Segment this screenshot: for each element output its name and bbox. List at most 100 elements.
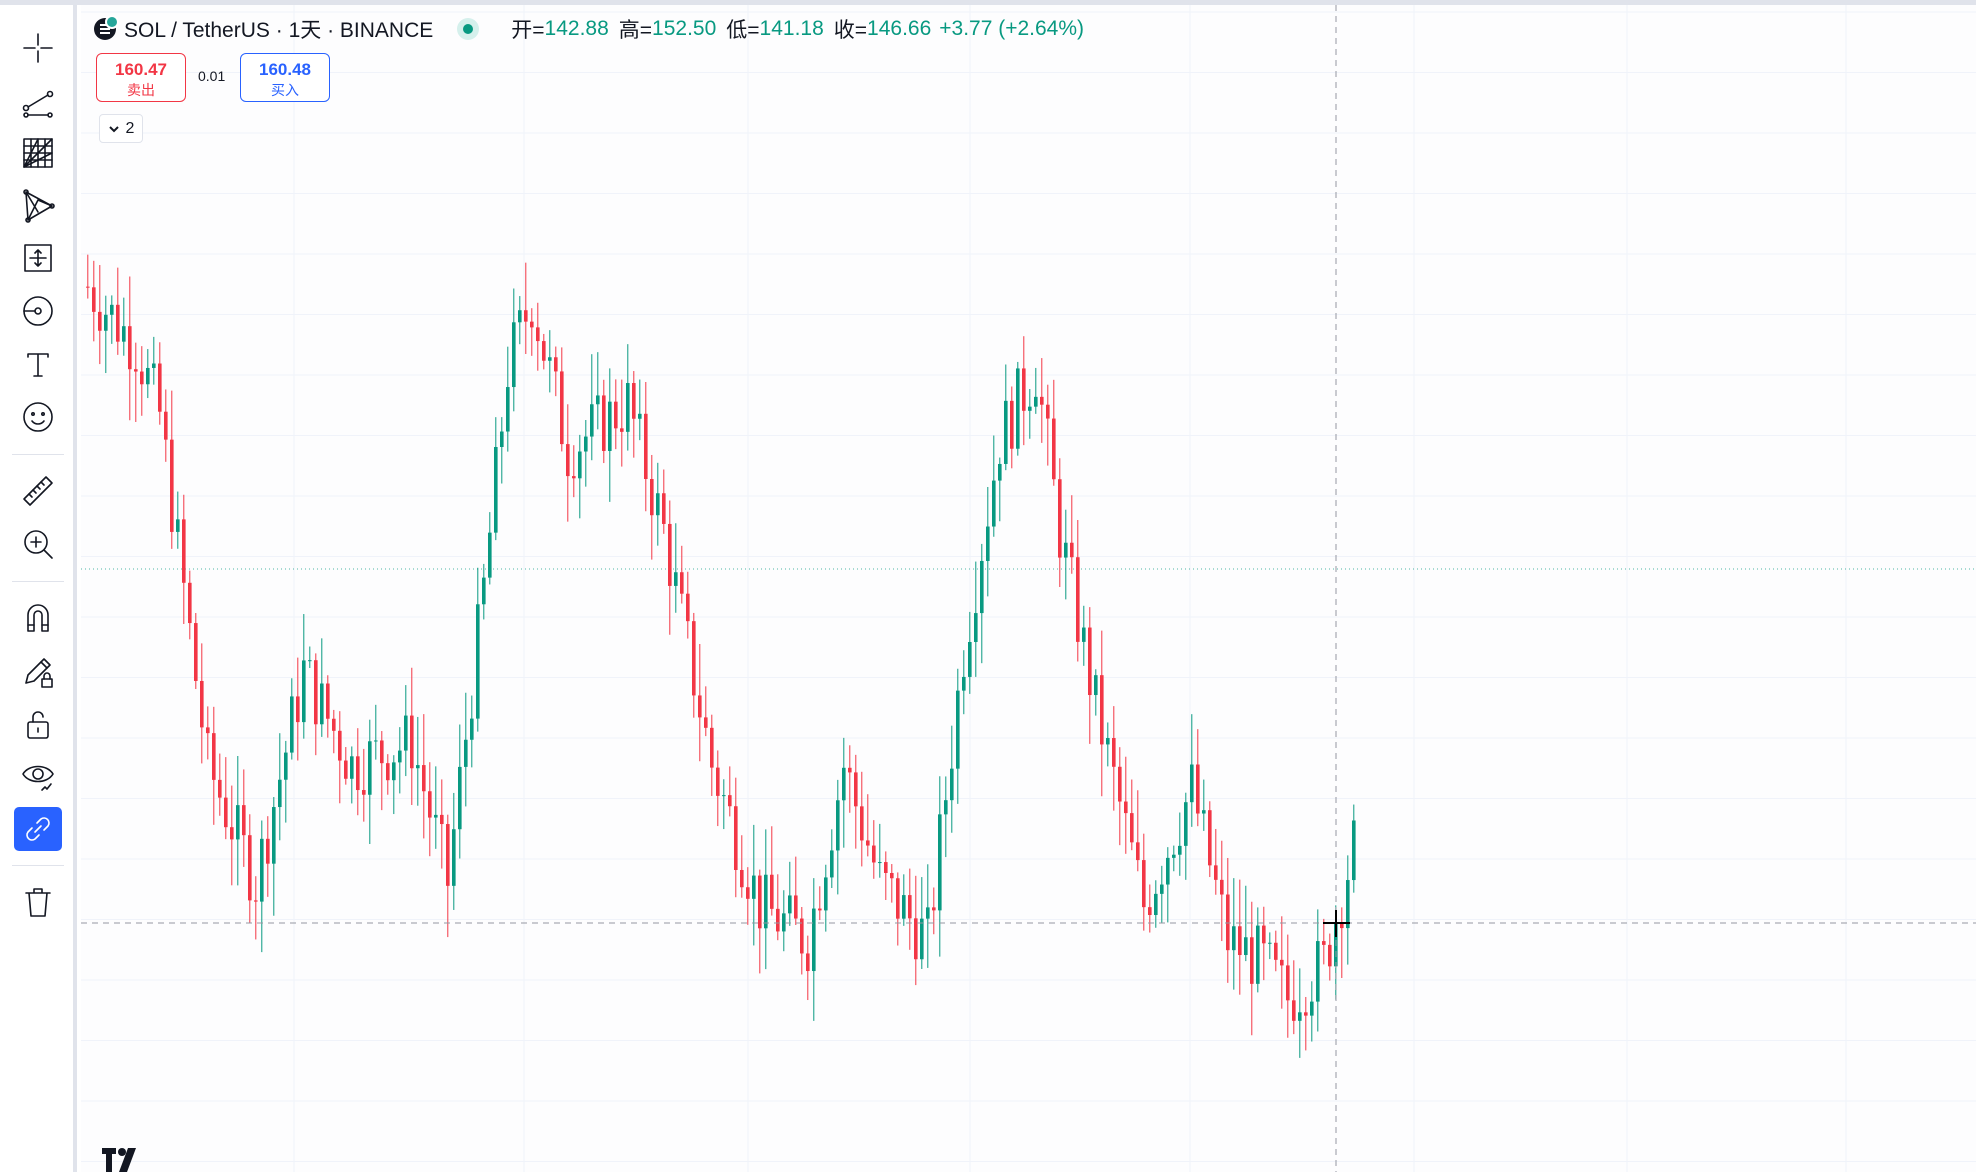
candle-down — [206, 727, 210, 734]
unlock-tool[interactable] — [14, 702, 62, 746]
high-label: 高= — [618, 19, 653, 42]
candle-down — [632, 383, 636, 419]
candle-up — [290, 696, 294, 753]
candle-down — [134, 369, 138, 372]
candle-up — [1310, 1001, 1314, 1016]
candle-up — [458, 766, 462, 830]
candle-up — [1166, 857, 1170, 885]
candle-up — [578, 451, 582, 479]
candle-down — [362, 790, 366, 795]
buy-button[interactable]: 160.48 买入 — [240, 53, 330, 102]
link-icon — [26, 817, 50, 841]
indicators-count: 2 — [125, 119, 135, 137]
candle-down — [818, 908, 822, 911]
candle-up — [938, 814, 942, 911]
change-value: +3.77 (+2.64%) — [939, 17, 1085, 40]
candle-down — [344, 760, 348, 779]
candle-up — [980, 560, 984, 614]
candle-down — [188, 582, 192, 624]
candle-down — [218, 779, 222, 798]
candle-down — [896, 878, 900, 919]
zoom-in-icon — [24, 530, 53, 559]
candle-up — [1034, 396, 1038, 407]
candle-down — [1220, 879, 1224, 895]
candle-up — [176, 519, 180, 532]
candle-down — [92, 287, 96, 312]
candle-down — [650, 479, 654, 516]
magnet-tool[interactable] — [14, 595, 62, 639]
candle-down — [314, 660, 318, 725]
candle-down — [854, 772, 858, 807]
symbol-title[interactable]: SOL / TetherUS · 1天 · BINANCE — [124, 19, 434, 42]
candle-up — [1298, 1012, 1302, 1021]
text-tool[interactable] — [14, 342, 62, 386]
candle-down — [1304, 1012, 1308, 1016]
patterns-tool[interactable] — [14, 184, 62, 228]
candle-up — [1268, 942, 1272, 944]
gann-fib-tool[interactable] — [14, 131, 62, 175]
candle-up — [1178, 845, 1182, 855]
lock-drawings-tool[interactable] — [14, 649, 62, 693]
candle-down — [1010, 400, 1014, 449]
chart-pane[interactable] — [81, 5, 1976, 1172]
candle-down — [170, 439, 174, 532]
candle-up — [824, 877, 828, 911]
market-status-icon[interactable] — [463, 24, 474, 34]
open-value: 142.88 — [544, 17, 609, 40]
candle-up — [110, 304, 114, 315]
tradingview-logo-icon[interactable] — [100, 1148, 148, 1172]
candle-down — [932, 907, 936, 911]
window-top-border — [0, 0, 1976, 5]
emoji-tool[interactable] — [14, 395, 62, 439]
candle-down — [164, 411, 168, 440]
candle-up — [608, 401, 612, 451]
zoom-in-tool[interactable] — [14, 522, 62, 566]
candle-down — [776, 908, 780, 932]
ruler-tool[interactable] — [14, 469, 62, 513]
ruler-icon — [23, 476, 53, 506]
candle-down — [698, 695, 702, 718]
candle-up — [500, 431, 504, 448]
candle-down — [1340, 923, 1344, 929]
candle-down — [422, 765, 426, 792]
sell-button[interactable]: 160.47 卖出 — [96, 53, 186, 102]
candle-up — [590, 404, 594, 437]
trend-line-tool[interactable] — [14, 78, 62, 122]
candle-down — [536, 327, 540, 342]
candle-up — [830, 850, 834, 878]
remove-drawings-tool[interactable] — [14, 880, 62, 924]
candle-down — [128, 326, 132, 370]
toolbar-separator — [12, 581, 64, 582]
candle-down — [1322, 941, 1326, 945]
candle-down — [1046, 404, 1050, 419]
candle-up — [1064, 542, 1068, 558]
candle-down — [734, 806, 738, 870]
candle-up — [812, 908, 816, 972]
candle-down — [662, 493, 666, 524]
candle-up — [494, 447, 498, 533]
candle-down — [182, 519, 186, 583]
candle-up — [842, 767, 846, 801]
candle-down — [428, 791, 432, 818]
candle-down — [446, 824, 450, 886]
crosshair-tool[interactable] — [14, 26, 62, 70]
brush-tool[interactable] — [14, 289, 62, 333]
candle-up — [1028, 406, 1032, 411]
candle-up — [260, 838, 264, 902]
candle-down — [530, 321, 534, 328]
prediction-measure-tool[interactable] — [14, 236, 62, 280]
link-tool[interactable] — [14, 807, 62, 851]
candle-down — [242, 805, 246, 836]
candle-up — [926, 907, 930, 919]
candle-down — [224, 797, 228, 828]
candle-up — [146, 367, 150, 385]
indicators-toggle-button[interactable]: 2 — [99, 114, 143, 143]
candle-down — [668, 523, 672, 586]
candle-down — [794, 895, 798, 919]
prediction-measure-icon — [24, 244, 52, 272]
open-label: 开= — [511, 19, 545, 42]
hide-drawings-tool[interactable] — [14, 754, 62, 798]
candle-up — [506, 387, 510, 432]
candlestick-chart[interactable] — [81, 5, 1976, 1172]
candle-up — [122, 326, 126, 342]
